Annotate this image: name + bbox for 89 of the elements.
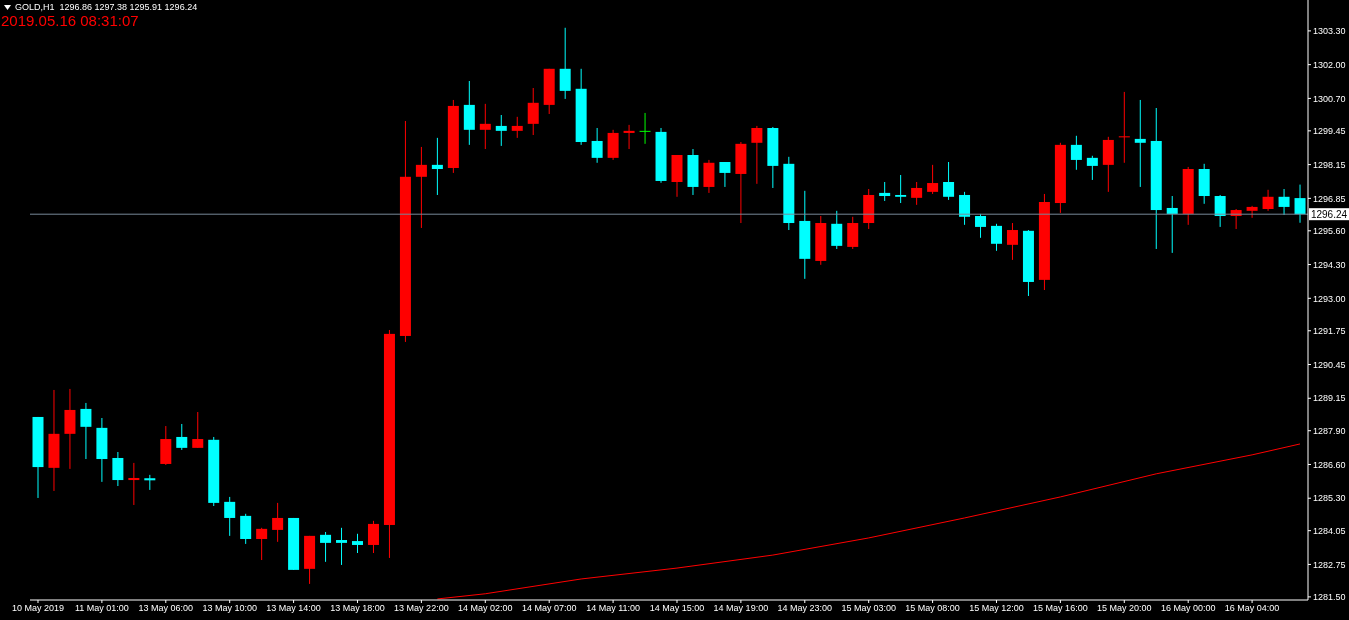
candlestick xyxy=(1214,194,1226,228)
x-tick-label: 16 May 00:00 xyxy=(1160,603,1216,614)
candlestick xyxy=(879,181,891,202)
x-tick-label: 13 May 14:00 xyxy=(266,603,321,614)
candlestick xyxy=(352,533,363,554)
candlestick xyxy=(959,191,971,226)
y-tick-label: 1285.30 xyxy=(1313,493,1346,504)
x-tick-label: 11 May 01:00 xyxy=(74,603,129,614)
candlestick xyxy=(240,513,252,545)
candlestick xyxy=(479,103,491,150)
x-tick-label: 10 May 2019 xyxy=(11,603,65,614)
candlestick xyxy=(943,161,955,201)
y-tick-label: 1302.00 xyxy=(1313,59,1346,70)
candlestick xyxy=(80,402,92,460)
candlestick xyxy=(336,527,348,566)
candlestick xyxy=(831,210,843,250)
candlestick xyxy=(128,462,140,506)
x-tick-label: 15 May 08:00 xyxy=(905,603,960,614)
y-tick-label: 1284.05 xyxy=(1313,525,1346,536)
y-tick-label: 1295.60 xyxy=(1313,226,1346,236)
candlestick xyxy=(224,496,236,537)
candlestick xyxy=(320,531,332,563)
ref-line-label: 1296.24 xyxy=(1310,209,1348,221)
x-tick-label: 14 May 15:00 xyxy=(649,603,705,614)
y-tick-label: 1293.00 xyxy=(1313,293,1346,304)
y-tick-label: 1289.15 xyxy=(1313,393,1346,404)
candlestick xyxy=(272,502,284,543)
y-tick-label: 1286.60 xyxy=(1313,459,1346,470)
x-tick-label: 15 May 20:00 xyxy=(1097,603,1152,614)
candlestick xyxy=(591,127,603,164)
x-tick-label: 13 May 22:00 xyxy=(394,603,449,614)
candlestick xyxy=(1086,155,1098,181)
y-tick-label: 1294.30 xyxy=(1313,259,1346,270)
candlestick xyxy=(415,146,427,229)
candlestick xyxy=(1070,135,1082,171)
candlestick xyxy=(192,411,204,449)
x-tick-label: 15 May 03:00 xyxy=(841,603,896,614)
x-tick-label: 13 May 18:00 xyxy=(330,603,385,614)
candlestick xyxy=(975,213,987,239)
candlestick xyxy=(623,124,635,150)
candlestick xyxy=(719,161,731,188)
x-tick-label: 15 May 16:00 xyxy=(1033,603,1088,614)
candlestick xyxy=(1246,205,1258,219)
y-tick-label: 1282.75 xyxy=(1313,559,1346,570)
y-tick-label: 1298.15 xyxy=(1313,159,1346,170)
candlestick xyxy=(927,164,939,195)
candlestick xyxy=(367,520,379,554)
candlestick xyxy=(1006,222,1018,261)
candlestick xyxy=(751,125,763,185)
y-tick-label: 1299.45 xyxy=(1313,126,1346,137)
chart-title: GOLD,H1 1296.86 1297.38 1295.91 1296.24 xyxy=(15,2,198,12)
candlestick xyxy=(495,114,507,147)
x-tick-label: 14 May 23:00 xyxy=(777,603,833,614)
x-tick-label: 14 May 19:00 xyxy=(713,603,769,614)
candlestick xyxy=(64,388,76,470)
x-tick-label: 16 May 04:00 xyxy=(1224,603,1280,614)
x-tick-label: 14 May 11:00 xyxy=(586,603,641,614)
candlestick xyxy=(1294,184,1306,224)
y-tick-label: 1287.90 xyxy=(1313,425,1346,436)
y-tick-label: 1290.45 xyxy=(1313,359,1346,370)
candlestick xyxy=(639,112,651,145)
candlestick xyxy=(1262,189,1274,212)
x-tick-label: 13 May 06:00 xyxy=(138,603,194,614)
y-tick-label: 1303.30 xyxy=(1313,26,1346,37)
text: 2019.05.16 08:31:07 xyxy=(1,12,139,29)
y-tick-label: 1291.75 xyxy=(1313,325,1346,336)
candlestick xyxy=(256,527,268,561)
x-tick-label: 15 May 12:00 xyxy=(969,603,1024,614)
candlestick xyxy=(431,137,443,196)
x-tick-label: 14 May 02:00 xyxy=(458,603,513,614)
candlestick xyxy=(1278,188,1290,216)
x-tick-label: 14 May 07:00 xyxy=(521,603,577,614)
y-tick-label: 1296.85 xyxy=(1313,193,1346,204)
candlestick xyxy=(511,116,523,139)
candlestick xyxy=(1166,195,1178,254)
candlestick xyxy=(1118,91,1130,164)
x-tick-label: 13 May 10:00 xyxy=(202,603,257,614)
candlestick xyxy=(895,174,907,204)
candlestick xyxy=(527,87,539,136)
candlestick xyxy=(847,216,859,250)
line-series xyxy=(436,443,1301,600)
candlestick xyxy=(911,181,923,206)
candlestick xyxy=(559,27,571,100)
candlestick xyxy=(991,223,1002,252)
y-tick-label: 1281.50 xyxy=(1313,592,1346,603)
candlestick xyxy=(176,423,188,451)
candlestick xyxy=(1134,99,1146,188)
candlestick xyxy=(112,451,124,487)
y-tick-label: 1300.70 xyxy=(1313,93,1346,104)
